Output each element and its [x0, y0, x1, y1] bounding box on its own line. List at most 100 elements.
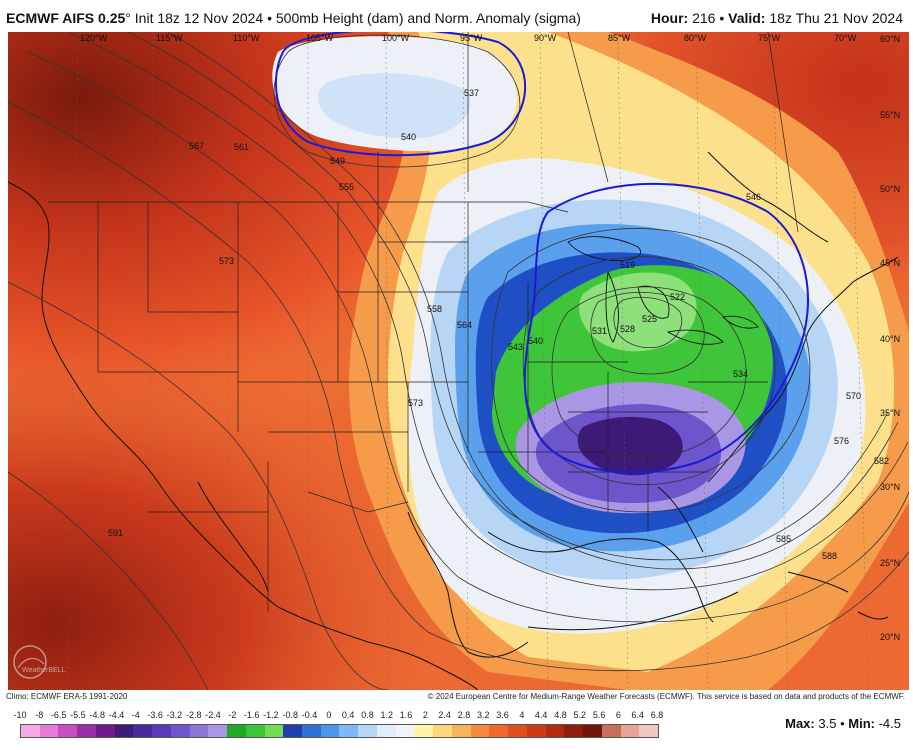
- lat-label: 55°N: [880, 110, 900, 120]
- max-min-readout: Max: 3.5 • Min: -4.5: [785, 716, 901, 731]
- scale-swatch: [95, 725, 115, 737]
- scale-tick-label: -6.5: [50, 710, 67, 720]
- scale-swatch: [639, 725, 658, 737]
- max-min-separator: •: [840, 716, 845, 731]
- contour-label: 585: [776, 534, 791, 544]
- scale-tick-label: 0.8: [361, 710, 374, 720]
- contour-label: 582: [874, 456, 889, 466]
- max-label: Max:: [785, 716, 815, 731]
- scale-swatch: [489, 725, 509, 737]
- scale-tick-label: 2.4: [438, 710, 451, 720]
- contour-label: 555: [339, 182, 354, 192]
- scale-tick-label: 3.6: [496, 710, 509, 720]
- scale-swatch: [508, 725, 527, 737]
- scale-swatch: [620, 725, 640, 737]
- contour-label: 543: [508, 342, 523, 352]
- lon-label: 75°W: [758, 33, 781, 43]
- scale-bar: [20, 724, 659, 738]
- color-scale: -10 -8 -6.5 -5.5 -4.8 -4.4 -4 -3.6 -3.2 -2.8 -2.4-…: [0, 704, 913, 750]
- lon-label: 120°W: [80, 33, 108, 43]
- scale-swatch: [283, 725, 303, 737]
- scale-swatch: [414, 725, 434, 737]
- lat-label: 50°N: [880, 184, 900, 194]
- highlight-540-contour: [274, 32, 809, 474]
- credits-bar: Climo: ECMWF ERA-5 1991-2020 © 2024 Euro…: [0, 690, 913, 702]
- scale-swatch: [227, 725, 246, 737]
- contour-value-labels: 537 540 549 555 561 567 573 546 558 564 …: [108, 88, 889, 561]
- lon-label: 100°W: [382, 33, 410, 43]
- scale-swatch: [601, 725, 621, 737]
- max-value: 3.5: [818, 716, 837, 731]
- scale-swatch: [133, 725, 153, 737]
- lon-label: 85°W: [608, 33, 631, 43]
- scale-tick-label: 5.6: [592, 710, 606, 720]
- logo-text: WeatherBELL: [22, 667, 66, 674]
- lat-label: 40°N: [880, 334, 900, 344]
- scale-tick-label: 1.2: [380, 710, 394, 720]
- scale-swatch: [583, 725, 602, 737]
- init-time: Init 18z 12 Nov 2024: [134, 10, 264, 26]
- weatherbell-logo: WeatherBELL: [13, 645, 66, 679]
- valid-label: Valid:: [728, 10, 766, 26]
- scale-swatch: [302, 725, 321, 737]
- scale-swatch: [526, 725, 546, 737]
- lat-label: 35°N: [880, 408, 900, 418]
- scale-tick-label: -1.6: [243, 710, 260, 720]
- contour-label: 573: [408, 398, 423, 408]
- scale-swatch: [264, 725, 284, 737]
- scale-swatch: [21, 725, 40, 737]
- climo-credit: Climo: ECMWF ERA-5 1991-2020: [6, 692, 128, 701]
- contour-label: 519: [620, 260, 635, 270]
- scale-tick-label: 6.4: [631, 710, 644, 720]
- contour-label: 588: [822, 551, 837, 561]
- scale-tick-label: -5.5: [70, 710, 86, 720]
- scale-tick-label: -1.2: [263, 710, 279, 720]
- scale-tick-label: 6.8: [650, 710, 664, 720]
- scale-tick-label: 3.2: [477, 710, 490, 720]
- scale-tick-label: -0.4: [301, 710, 318, 720]
- scale-tick-label: -3.2: [166, 710, 183, 720]
- lon-label: 95°W: [460, 33, 483, 43]
- scale-tick-label: -4.4: [108, 710, 125, 720]
- scale-tick-label: 4: [519, 710, 525, 720]
- scale-swatch: [77, 725, 96, 737]
- contour-label: 522: [670, 292, 685, 302]
- weak-negative-north: [317, 73, 471, 139]
- contour-label: 546: [746, 192, 761, 202]
- scale-swatch: [114, 725, 134, 737]
- lon-label: 70°W: [834, 33, 857, 43]
- scale-swatch: [358, 725, 377, 737]
- hour-value: 216: [692, 10, 716, 26]
- contour-label: 540: [528, 336, 543, 346]
- lon-label: 90°W: [534, 33, 557, 43]
- lon-label: 80°W: [684, 33, 707, 43]
- scale-tick-label: -2.4: [205, 710, 221, 720]
- scale-swatch: [320, 725, 340, 737]
- product-name: 500mb Height (dam) and Norm. Anomaly (si…: [275, 10, 581, 26]
- contour-label: 564: [457, 320, 472, 330]
- scale-tick-label: 2.8: [457, 710, 471, 720]
- scale-swatch: [470, 725, 490, 737]
- scale-tick-label: -0.8: [282, 710, 298, 720]
- contour-label: 540: [401, 132, 416, 142]
- scale-swatch: [170, 725, 190, 737]
- scale-swatch: [39, 725, 59, 737]
- contour-label: 558: [427, 304, 442, 314]
- degree-sign: °: [125, 10, 131, 26]
- scale-swatch: [152, 725, 171, 737]
- coastlines: [8, 151, 899, 690]
- min-value: -4.5: [878, 716, 901, 731]
- lat-label: 45°N: [880, 258, 900, 268]
- map-svg: 120°W 115°W 110°W 105°W 100°W 95°W 90°W …: [8, 32, 909, 690]
- scale-tick-label: 0.4: [341, 710, 355, 720]
- scale-tick-label: 6: [615, 710, 621, 720]
- contour-label: 561: [234, 142, 249, 152]
- scale-tick-label: -4.8: [89, 710, 105, 720]
- scale-swatch: [208, 725, 228, 737]
- chart-header: ECMWF AIFS 0.25° Init 18z 12 Nov 2024 • …: [0, 0, 913, 32]
- lat-label: 20°N: [880, 632, 900, 642]
- scale-tick-label: 2: [422, 710, 428, 720]
- contour-label: 567: [189, 141, 204, 151]
- lat-label: 60°N: [880, 34, 900, 44]
- height-contours: [8, 32, 909, 690]
